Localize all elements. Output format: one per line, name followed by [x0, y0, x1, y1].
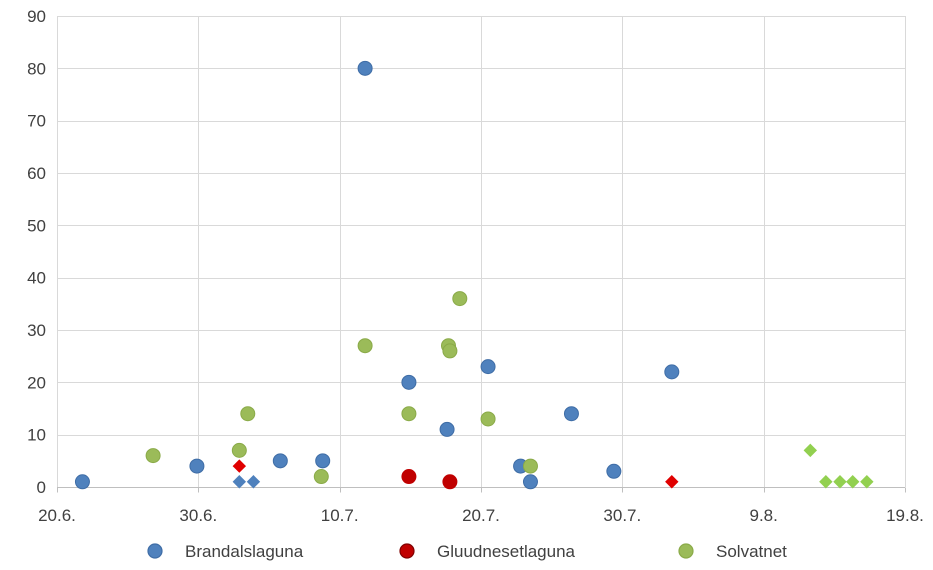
x-tick-label: 19.8.: [886, 506, 924, 525]
legend-marker: [678, 543, 694, 559]
data-point: [401, 406, 417, 422]
y-tick-label: 10: [27, 426, 46, 445]
data-point: [664, 364, 680, 380]
x-tick-label: 20.7.: [462, 506, 500, 525]
data-point: [401, 374, 417, 390]
data-point-diamond: [803, 443, 818, 458]
data-point: [231, 442, 247, 458]
data-point: [522, 474, 538, 490]
data-point: [522, 458, 538, 474]
data-point-diamond: [665, 475, 679, 489]
x-tick-label: 20.6.: [38, 506, 76, 525]
gridlines: [57, 16, 906, 487]
x-tick-label: 30.6.: [179, 506, 217, 525]
y-tick-label: 50: [27, 216, 46, 235]
y-tick-label: 70: [27, 112, 46, 131]
legend-label: Brandalslaguna: [185, 542, 304, 561]
data-point: [452, 291, 468, 307]
y-tick-label: 0: [37, 478, 46, 497]
y-tick-label: 80: [27, 59, 46, 78]
legend: Brandalslaguna Gluudnesetlaguna Solvatnet: [147, 542, 787, 561]
y-tick-label: 30: [27, 321, 46, 340]
data-point: [439, 421, 455, 437]
data-points: [74, 60, 874, 490]
data-point-diamond: [845, 475, 860, 489]
data-point: [480, 411, 496, 427]
axes: [57, 487, 906, 493]
y-tick-label: 90: [27, 7, 46, 26]
data-point: [313, 469, 329, 485]
data-point: [189, 458, 205, 474]
legend-marker: [399, 543, 415, 559]
data-point: [315, 453, 331, 469]
data-point-diamond: [833, 475, 847, 489]
x-tick-label: 9.8.: [749, 506, 777, 525]
data-point: [442, 474, 458, 490]
y-tick-label: 20: [27, 373, 46, 392]
data-point: [401, 469, 417, 485]
data-point: [145, 448, 161, 464]
legend-marker: [147, 543, 163, 559]
data-point: [606, 463, 622, 479]
x-tick-label: 30.7.: [603, 506, 641, 525]
x-axis-ticks: 20.6. 30.6. 10.7. 20.7. 30.7. 9.8. 19.8.: [38, 506, 924, 525]
data-point-diamond: [819, 475, 833, 489]
data-point-diamond: [246, 475, 261, 489]
x-tick-label: 10.7.: [321, 506, 359, 525]
y-axis-ticks: 0 10 20 30 40 50 60 70 80 90: [27, 7, 46, 497]
data-point-diamond: [860, 475, 874, 489]
data-point: [357, 338, 373, 354]
data-point: [563, 406, 579, 422]
data-point: [272, 453, 288, 469]
legend-label: Gluudnesetlaguna: [437, 542, 576, 561]
y-tick-label: 40: [27, 269, 46, 288]
data-point: [240, 406, 256, 422]
data-point: [480, 359, 496, 375]
legend-label: Solvatnet: [716, 542, 787, 561]
data-point-diamond: [232, 459, 247, 473]
data-point: [74, 474, 90, 490]
y-tick-label: 60: [27, 164, 46, 183]
data-point-diamond: [232, 475, 247, 489]
data-point: [357, 60, 373, 76]
data-point: [442, 343, 458, 359]
